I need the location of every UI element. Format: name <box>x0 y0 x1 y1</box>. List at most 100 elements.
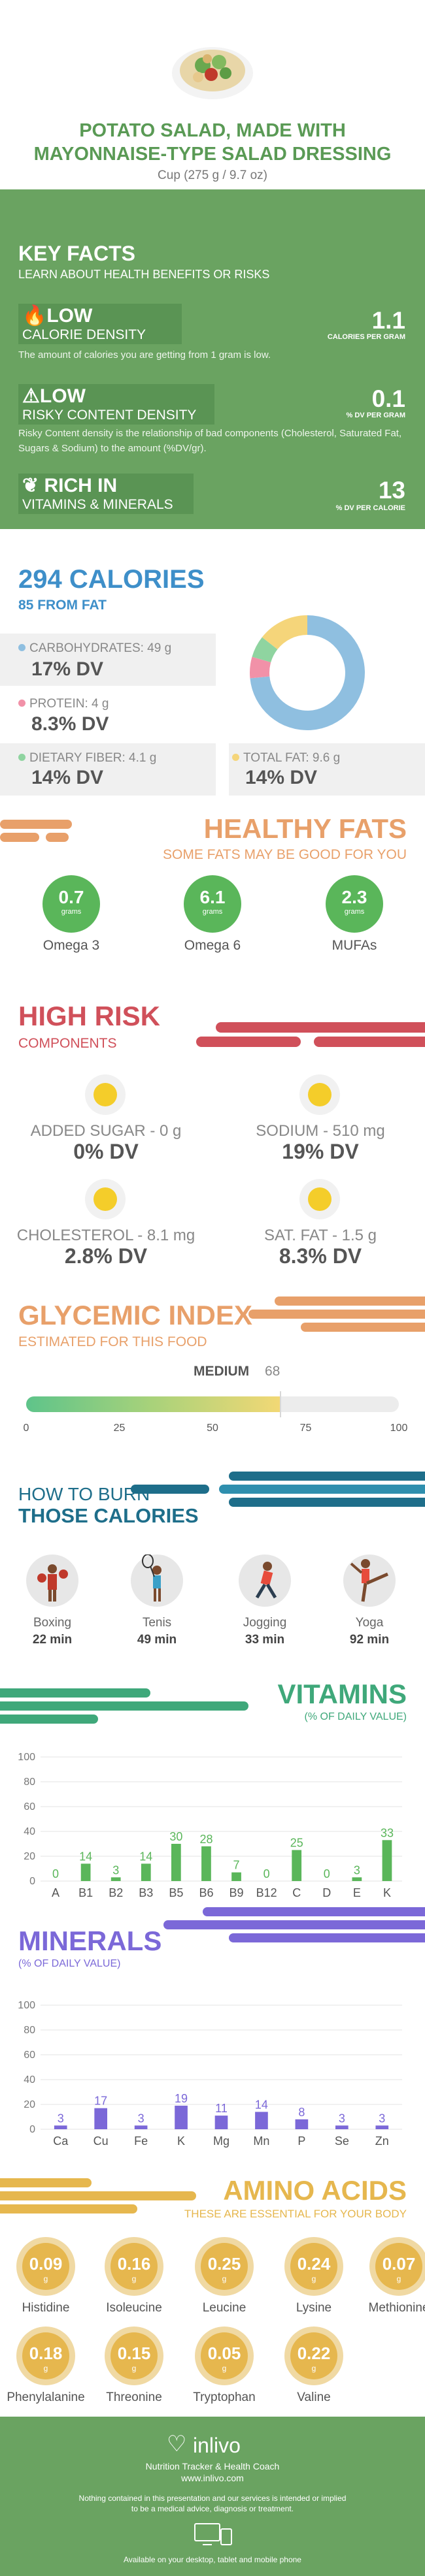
macro-protein-label: PROTEIN: 4 g <box>18 697 109 711</box>
mineral-bar <box>94 2108 107 2129</box>
healthy-fats-subtitle: SOME FATS MAY BE GOOD FOR YOU <box>162 847 407 862</box>
vitamin-category-label: B6 <box>199 1886 213 1899</box>
amino-circle: 0.05 g <box>195 2326 254 2385</box>
mineral-value-label: 17 <box>94 2095 107 2108</box>
fact-calorie-value: 1.1 <box>371 307 405 334</box>
vitamin-bar <box>141 1863 151 1881</box>
amino-label: Lysine <box>296 2301 332 2315</box>
jogging-icon <box>239 1554 291 1607</box>
mineral-ytick: 80 <box>24 2025 35 2036</box>
mineral-category-label: Cu <box>94 2134 109 2148</box>
macro-fiber-dv: 14% DV <box>31 767 104 788</box>
burn-boxing-min: 22 min <box>32 1633 73 1647</box>
vitamin-category-label: A <box>52 1886 60 1899</box>
fat-omega3-label: Omega 3 <box>42 938 100 953</box>
fact-risky-desc: Risky Content density is the relationshi… <box>18 428 402 454</box>
mineral-value-label: 14 <box>255 2098 268 2111</box>
amino-unit: g <box>396 2274 401 2283</box>
leaf-icon: ❦ <box>22 475 39 496</box>
key-facts-section: KEY FACTS LEARN ABOUT HEALTH BENEFITS OR… <box>0 189 425 529</box>
macro-fat <box>229 743 425 796</box>
burn-jogging-label: Jogging <box>243 1616 287 1630</box>
glycemic-tick: 25 <box>113 1423 126 1434</box>
footer-disclaimer-2: to be a medical advice, diagnosis or tre… <box>131 2504 294 2513</box>
amino-unit: g <box>43 2274 48 2283</box>
vitamin-bar <box>171 1844 181 1881</box>
donut-slice-protein <box>250 656 271 679</box>
amino-circle: 0.25 g <box>195 2237 254 2296</box>
macro-fat-dv: 14% DV <box>245 767 318 788</box>
vitamins-chart: 0204060801000A14B13B214B330B528B67B90B12… <box>18 1752 402 1899</box>
risk-added-sugar-dv: 0% DV <box>73 1140 139 1163</box>
footer-tagline: Nutrition Tracker & Health Coach <box>145 2461 280 2471</box>
risk-added-sugar-label: ADDED SUGAR - 0 g <box>30 1122 182 1140</box>
amino-value: 0.22 <box>297 2343 331 2363</box>
amino-circle: 0.09 g <box>16 2237 75 2296</box>
macro-donut-chart <box>250 615 365 730</box>
glycemic-tick: 50 <box>207 1423 218 1434</box>
macro-fat-label: TOTAL FAT: 9.6 g <box>232 751 340 765</box>
vitamin-value-label: 0 <box>52 1867 59 1880</box>
smiley-icon <box>299 1179 340 1219</box>
glycemic-title: GLYCEMIC INDEX <box>18 1300 252 1330</box>
mineral-ytick: 100 <box>18 2000 35 2011</box>
fact-calorie-desc: The amount of calories you are getting f… <box>18 349 271 361</box>
amino-label: Histidine <box>22 2301 70 2315</box>
vitamin-value-label: 3 <box>354 1863 360 1876</box>
burn-yoga-min: 92 min <box>349 1633 390 1647</box>
amino-label: Valine <box>297 2391 331 2404</box>
amino-circle: 0.22 g <box>284 2326 343 2385</box>
risk-cholesterol-label: CHOLESTEROL - 8.1 mg <box>16 1227 196 1244</box>
risk-satfat-label: SAT. FAT - 1.5 g <box>264 1227 377 1244</box>
amino-value: 0.24 <box>297 2254 331 2274</box>
risk-sodium-dv: 19% DV <box>282 1140 359 1163</box>
page-title-line2: MAYONNAISE-TYPE SALAD DRESSING <box>33 144 392 165</box>
food-image <box>167 33 258 105</box>
glycemic-tick: 100 <box>390 1423 408 1434</box>
glycemic-ticks: 0 25 50 75 100 <box>0 1423 425 1438</box>
mineral-value-label: 19 <box>175 2092 188 2105</box>
vitamin-category-label: K <box>383 1886 391 1899</box>
amino-value: 0.18 <box>29 2343 63 2363</box>
vitamin-value-label: 25 <box>290 1837 303 1850</box>
vitamin-value-label: 14 <box>79 1850 92 1863</box>
glycemic-value: 68 <box>265 1364 280 1379</box>
vitamin-value-label: 30 <box>169 1830 182 1843</box>
mineral-category-label: Mn <box>253 2134 269 2148</box>
minerals-title: MINERALS <box>18 1925 162 1956</box>
mineral-ytick: 20 <box>24 2099 35 2110</box>
mineral-category-label: Se <box>335 2134 349 2148</box>
macro-carbs-label: CARBOHYDRATES: 49 g <box>18 641 171 656</box>
burn-tennis-min: 49 min <box>137 1633 177 1647</box>
footer-url[interactable]: www.inlivo.com <box>181 2473 244 2483</box>
vitamin-bar <box>292 1850 302 1881</box>
mineral-category-label: Fe <box>134 2134 148 2148</box>
mineral-category-label: Ca <box>53 2134 69 2148</box>
vitamin-category-label: B5 <box>169 1886 183 1899</box>
vitamin-ytick: 60 <box>24 1801 35 1812</box>
fact-calorie-unit: CALORIES PER GRAM <box>327 333 405 341</box>
amino-value: 0.15 <box>117 2343 151 2363</box>
vitamin-ytick: 0 <box>29 1876 35 1887</box>
amino-value: 0.16 <box>117 2254 151 2274</box>
amino-circle: 0.16 g <box>105 2237 163 2296</box>
fact-risky-unit: % DV PER GRAM <box>346 411 405 419</box>
mineral-value-label: 3 <box>58 2112 64 2125</box>
vitamins-deco <box>0 1688 262 1728</box>
mineral-category-label: Zn <box>375 2134 389 2148</box>
fact-vitamins-value: 13 <box>378 477 405 504</box>
amino-label: Leucine <box>202 2301 246 2315</box>
amino-circle: 0.15 g <box>105 2326 163 2385</box>
high-risk-subtitle: COMPONENTS <box>18 1036 117 1051</box>
mineral-ytick: 0 <box>29 2124 35 2135</box>
mineral-category-label: Mg <box>213 2134 230 2148</box>
vitamin-value-label: 33 <box>381 1826 394 1839</box>
vitamin-bar <box>382 1840 392 1881</box>
smiley-icon <box>85 1074 126 1115</box>
burn-jogging-min: 33 min <box>245 1633 285 1647</box>
vitamin-value-label: 7 <box>233 1859 240 1872</box>
amino-unit: g <box>311 2274 316 2283</box>
amino-circle: 0.18 g <box>16 2326 75 2385</box>
glycemic-fill <box>26 1396 280 1412</box>
mineral-value-label: 3 <box>379 2112 385 2125</box>
